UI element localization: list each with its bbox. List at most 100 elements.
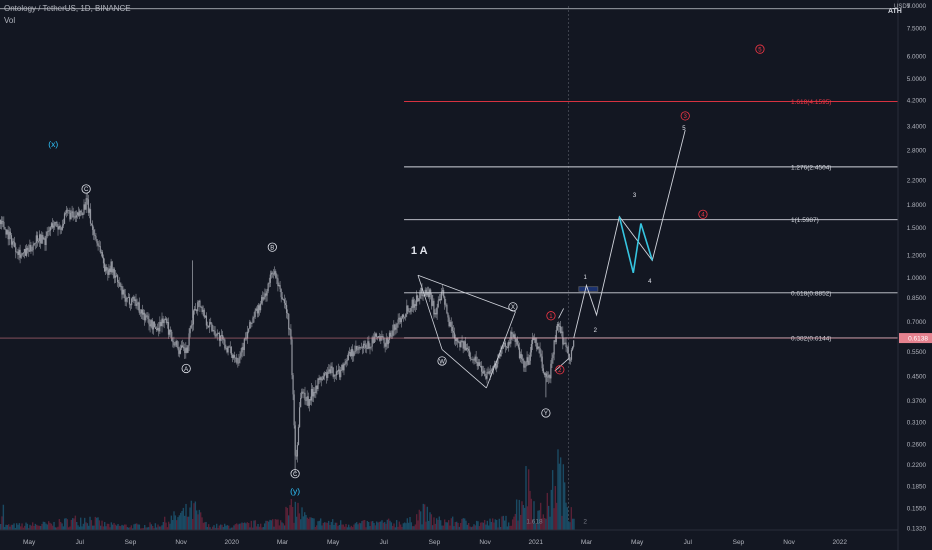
- candle-body: [404, 316, 406, 318]
- candle-body: [519, 354, 522, 359]
- volume-bar: [473, 524, 475, 530]
- volume-bar: [318, 520, 321, 530]
- volume-bar: [157, 524, 159, 530]
- volume-bar: [74, 515, 77, 530]
- volume-bar: [466, 524, 469, 530]
- volume-bar: [105, 526, 107, 530]
- candle-body: [372, 337, 374, 343]
- volume-bars: [0, 449, 575, 530]
- candle-body: [188, 333, 190, 346]
- candle-body: [185, 347, 187, 353]
- candle-body: [220, 334, 223, 336]
- candle-body: [496, 363, 498, 369]
- volume-bar: [338, 524, 341, 530]
- volume-bar: [443, 519, 446, 530]
- volume-bar: [543, 518, 546, 530]
- volume-bar: [407, 522, 410, 530]
- volume-bar: [453, 526, 455, 530]
- candle-body: [20, 254, 22, 258]
- volume-bar: [262, 527, 265, 530]
- candle-body: [409, 311, 411, 313]
- candle-body: [115, 275, 118, 277]
- volume-bar: [163, 516, 166, 530]
- volume-bar: [119, 526, 122, 530]
- candle-body: [441, 290, 444, 292]
- candle-body: [253, 316, 255, 318]
- wave-label: A: [184, 367, 188, 373]
- price-tick-label: 9.0000: [907, 3, 927, 10]
- candle-body: [0, 219, 2, 225]
- candle-body: [153, 321, 156, 328]
- volume-bar: [434, 523, 437, 530]
- volume-bar: [133, 524, 135, 530]
- volume-bar: [394, 527, 397, 530]
- volume-bar: [50, 523, 53, 530]
- candle-body: [545, 373, 548, 377]
- volume-bar: [42, 521, 45, 530]
- wave-label: 1: [583, 275, 587, 281]
- candle-body: [497, 358, 499, 364]
- candle-body: [267, 283, 269, 292]
- volume-bar: [389, 520, 391, 530]
- candle-body: [62, 223, 65, 226]
- candle-body: [571, 346, 574, 351]
- volume-bar: [397, 526, 399, 530]
- volume-bar: [439, 520, 442, 530]
- candle-body: [432, 300, 434, 306]
- candle-body: [64, 212, 67, 214]
- volume-bar: [359, 523, 362, 530]
- volume-bar: [13, 523, 15, 530]
- candle-body: [198, 300, 200, 303]
- volume-bar: [421, 524, 423, 530]
- volume-bar: [198, 509, 201, 530]
- candle-body: [503, 342, 505, 345]
- volume-bar: [202, 522, 205, 530]
- volume-bar: [491, 518, 494, 530]
- volume-bar: [462, 518, 465, 530]
- candle-body: [297, 427, 300, 446]
- candle-body: [310, 388, 313, 401]
- volume-bar: [51, 525, 54, 530]
- volume-bar: [165, 522, 167, 530]
- price-tick-label: 0.1850: [907, 484, 927, 491]
- candle-body: [543, 373, 545, 375]
- candle-body: [43, 238, 45, 240]
- volume-bar: [271, 519, 274, 530]
- volume-bar: [566, 507, 569, 530]
- candle-body: [539, 348, 541, 354]
- candle-body: [527, 357, 529, 365]
- candle-body: [386, 337, 388, 345]
- volume-bar: [457, 522, 459, 530]
- volume-bar: [545, 518, 547, 530]
- candle-body: [168, 329, 171, 335]
- candle-body: [224, 339, 226, 349]
- candle-body: [237, 362, 239, 364]
- volume-bar: [274, 519, 277, 530]
- volume-bar: [194, 501, 197, 530]
- volume-bar: [413, 526, 415, 530]
- price-tick-label: 1.0000: [907, 275, 927, 282]
- volume-bar: [46, 524, 49, 530]
- volume-bar: [22, 527, 25, 530]
- volume-bar: [293, 522, 295, 530]
- candle-body: [342, 364, 344, 371]
- candle-body: [11, 241, 14, 245]
- volume-bar: [477, 521, 479, 530]
- price-tick-label: 3.4000: [907, 124, 927, 131]
- wave-label: Y: [544, 411, 548, 417]
- candle-body: [490, 370, 492, 372]
- wave-label: (x): [48, 139, 58, 149]
- candle-body: [187, 345, 189, 353]
- candle-body: [63, 213, 66, 224]
- candle-body: [296, 445, 299, 457]
- price-tick-label: 0.2200: [907, 462, 927, 469]
- candle-body: [359, 346, 361, 349]
- volume-bar: [7, 524, 10, 530]
- candle-body: [158, 327, 160, 332]
- candle-body: [568, 353, 570, 361]
- volume-bar: [402, 523, 405, 530]
- volume-bar: [281, 522, 283, 530]
- volume-bar: [347, 524, 350, 530]
- candle-body: [159, 321, 161, 332]
